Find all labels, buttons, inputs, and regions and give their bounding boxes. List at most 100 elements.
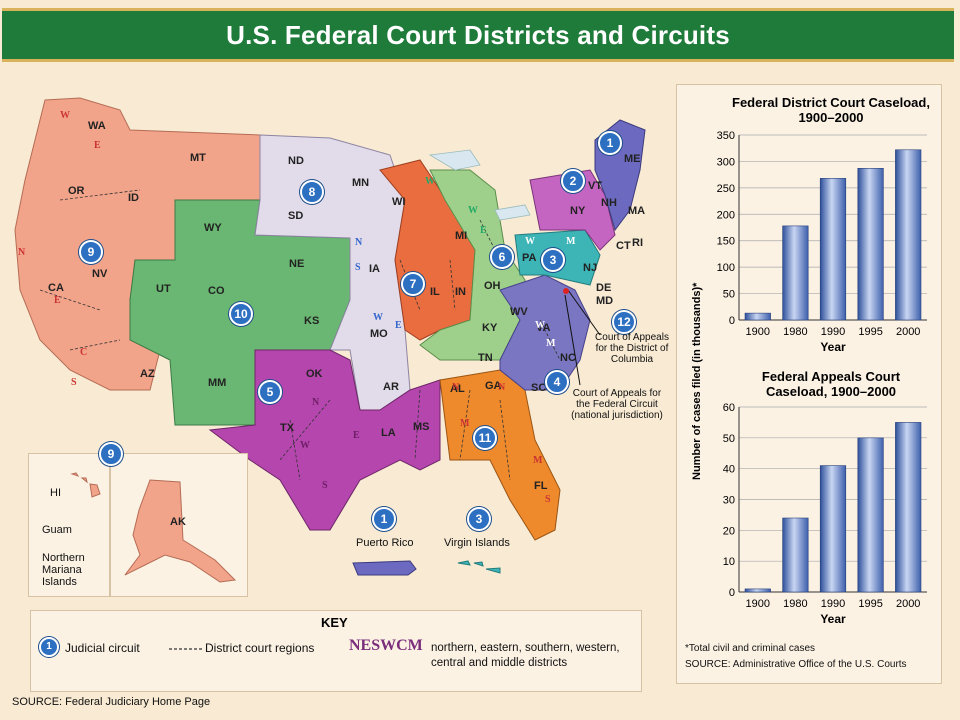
- source-left: SOURCE: Federal Judiciary Home Page: [12, 696, 211, 708]
- virgin-islands-shape: [457, 560, 501, 574]
- state-label-oh: OH: [484, 280, 501, 292]
- chart2-xtick-label: 1995: [858, 598, 882, 610]
- chart2-title: Federal Appeals Court Caseload, 1900–200…: [761, 369, 901, 399]
- district-letter: W: [373, 312, 383, 323]
- circuit-badge-9-west: 9: [79, 240, 103, 264]
- state-label-de: DE: [596, 282, 612, 294]
- district-letter: E: [480, 225, 487, 236]
- chart2-bar-1900: [744, 588, 771, 593]
- annotation-leaders: [563, 288, 601, 386]
- district-letter: E: [353, 430, 360, 441]
- state-label-ia: IA: [369, 263, 380, 275]
- chart1-xtick-label: 1995: [858, 326, 882, 338]
- state-label-wv: WV: [510, 306, 528, 318]
- circuit-badge-12: 12: [612, 310, 636, 334]
- district-letter: W: [535, 320, 545, 331]
- circuit-badge-9-pacific: 9: [99, 442, 123, 466]
- state-label-pa: PA: [522, 252, 537, 264]
- map-key: KEY 1 Judicial circuit District court re…: [30, 610, 642, 692]
- state-label-sd: SD: [288, 210, 304, 222]
- chart1-bar-1990: [819, 178, 847, 321]
- chart2-ytick-label: 30: [723, 495, 735, 507]
- state-label-id: ID: [128, 192, 139, 204]
- chart2-xtick-label: 2000: [896, 598, 920, 610]
- district-letter: E: [54, 295, 61, 306]
- state-label-mn: MN: [352, 177, 370, 189]
- us-map: [14, 97, 646, 541]
- district-letter: W: [525, 236, 535, 247]
- district-letter: S: [322, 480, 328, 491]
- district-letter: S: [355, 262, 361, 273]
- state-label-mi: MI: [455, 230, 468, 242]
- district-letter: M: [546, 338, 556, 349]
- state-label-tx: TX: [280, 422, 295, 434]
- district-letter: W: [468, 205, 478, 216]
- circuit-badge-6: 6: [490, 245, 514, 269]
- district-letter: M: [533, 455, 543, 466]
- state-label-sc: SC: [531, 382, 547, 394]
- state-label-ct: CT: [616, 240, 631, 252]
- state-label-ak: AK: [170, 516, 186, 528]
- chart2-ytick-label: 60: [723, 402, 735, 414]
- district-letter: C: [80, 347, 88, 358]
- district-letter: N: [498, 382, 506, 393]
- alaska-shape: [124, 479, 237, 583]
- state-label-nj: NJ: [583, 262, 598, 274]
- state-label-hi: HI: [50, 487, 61, 499]
- district-letter: N: [312, 397, 320, 408]
- district-letter: N: [355, 237, 363, 248]
- chart1-bar-2000: [895, 149, 922, 321]
- state-label-la: LA: [381, 427, 396, 439]
- state-label-puerto-rico: Puerto Rico: [356, 537, 414, 549]
- chart-footnote: *Total civil and criminal cases: [685, 643, 816, 654]
- chart2-ytick-label: 40: [723, 464, 735, 476]
- charts-panel: Number of cases filed (in thousands)* Fe…: [676, 84, 942, 684]
- hawaii-shape: [70, 472, 101, 498]
- chart1-ytick-label: 0: [729, 315, 735, 327]
- state-label-mm: MM: [208, 377, 227, 389]
- chart1-ytick-label: 350: [717, 130, 735, 142]
- district-letter: E: [395, 320, 402, 331]
- circuit-badge-1-pr: 1: [372, 507, 396, 531]
- state-label-il: IL: [430, 286, 440, 298]
- circuit-badge-5: 5: [258, 380, 282, 404]
- circuit-badge-4: 4: [545, 370, 569, 394]
- district-letter: N: [18, 247, 26, 258]
- chart2-ytick-label: 10: [723, 556, 735, 568]
- chart2-bar-2000: [895, 422, 922, 593]
- district-letter: W: [425, 176, 435, 187]
- state-label-wa: WA: [88, 120, 106, 132]
- state-label-fl: FL: [534, 480, 548, 492]
- chart2-bar-1990: [819, 465, 847, 593]
- chart2-svg: 0 10 20 30 40 50 60 1900 1980 1990 1995 2000 Year: [723, 402, 927, 626]
- circuit-badge-7: 7: [401, 272, 425, 296]
- chart2-xtick-label: 1900: [746, 598, 770, 610]
- district-letter: W: [300, 440, 310, 451]
- state-label-nh: NH: [601, 197, 617, 209]
- district-letter: S: [545, 494, 551, 505]
- circuit-badge-10: 10: [229, 302, 253, 326]
- state-label-md: MD: [596, 295, 614, 307]
- chart1-svg: 0 50 100 150 200 250 300 350 1900 1980 1990 1995 200…: [717, 130, 927, 354]
- page-title: U.S. Federal Court Districts and Circuit…: [226, 20, 730, 50]
- dc-court-annotation: Court of Appeals for the District of Col…: [595, 332, 669, 365]
- state-label-me: ME: [624, 153, 641, 165]
- chart2-bar-1995: [857, 437, 884, 593]
- circuit-badge-3: 3: [541, 248, 565, 272]
- key-dash-sample: [169, 648, 203, 650]
- state-label-nd: ND: [288, 155, 304, 167]
- state-label-ky: KY: [482, 322, 498, 334]
- chart2-xtick-label: 1990: [821, 598, 845, 610]
- chart1-ytick-label: 100: [717, 262, 735, 274]
- chart1-ytick-label: 250: [717, 183, 735, 195]
- state-label-nmi: Northern Mariana Islands: [42, 552, 85, 588]
- chart1-xtick-label: 1900: [746, 326, 770, 338]
- state-label-guam: Guam: [42, 524, 72, 536]
- key-codes-desc: northern, eastern, southern, western, ce…: [431, 642, 620, 669]
- chart2-bar-1980: [782, 517, 809, 593]
- key-circuit-label: Judicial circuit: [65, 641, 140, 655]
- circuit-badge-2: 2: [561, 169, 585, 193]
- state-label-ar: AR: [383, 381, 399, 393]
- chart2-xtick-label: 1980: [783, 598, 807, 610]
